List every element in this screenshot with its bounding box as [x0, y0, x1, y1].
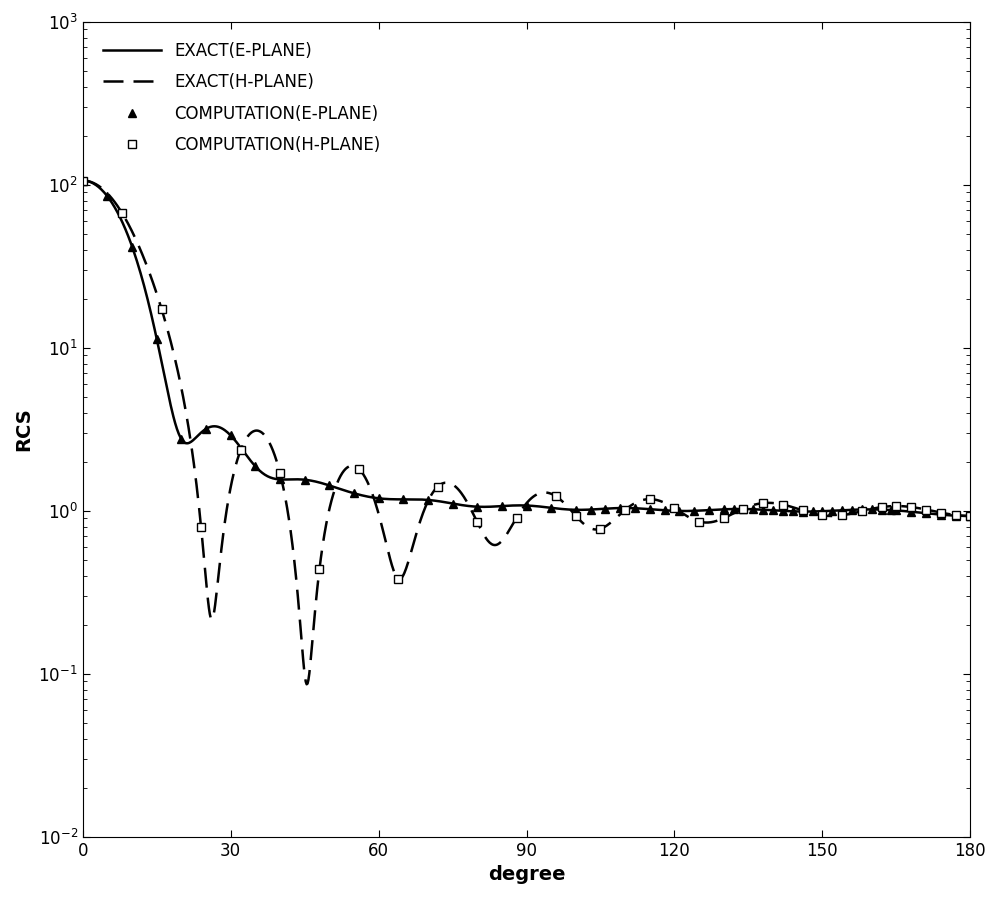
X-axis label: degree: degree [488, 865, 565, 885]
COMPUTATION(H-PLANE) [876, 502, 888, 513]
EXACT(H-PLANE) [469, 511, 481, 522]
EXACT(E-PLANE) [785, 506, 797, 516]
COMPUTATION(E-PLANE) [570, 505, 582, 515]
EXACT(H-PLANE) [437, 478, 449, 489]
COMPUTATION(H-PLANE) [644, 494, 656, 505]
COMPUTATION(E-PLANE) [703, 505, 715, 515]
COMPUTATION(E-PLANE) [777, 506, 789, 516]
EXACT(E-PLANE) [769, 505, 781, 515]
COMPUTATION(E-PLANE) [964, 511, 976, 522]
EXACT(E-PLANE) [167, 411, 179, 422]
COMPUTATION(H-PLANE) [432, 481, 444, 492]
EXACT(H-PLANE) [687, 514, 699, 524]
COMPUTATION(H-PLANE) [313, 564, 325, 575]
COMPUTATION(H-PLANE) [392, 573, 404, 584]
EXACT(H-PLANE) [301, 679, 313, 690]
COMPUTATION(H-PLANE) [777, 499, 789, 510]
COMPUTATION(H-PLANE) [693, 516, 705, 527]
COMPUTATION(H-PLANE) [668, 503, 680, 514]
COMPUTATION(H-PLANE) [816, 510, 828, 521]
COMPUTATION(H-PLANE) [797, 505, 809, 515]
COMPUTATION(H-PLANE) [195, 522, 207, 533]
EXACT(H-PLANE) [770, 497, 782, 508]
EXACT(H-PLANE) [77, 175, 89, 186]
COMPUTATION(H-PLANE) [935, 507, 947, 518]
COMPUTATION(H-PLANE) [964, 511, 976, 522]
EXACT(E-PLANE) [686, 506, 698, 516]
COMPUTATION(E-PLANE) [728, 504, 740, 515]
COMPUTATION(H-PLANE) [77, 175, 89, 186]
EXACT(E-PLANE) [436, 497, 448, 507]
COMPUTATION(H-PLANE) [570, 510, 582, 521]
COMPUTATION(H-PLANE) [471, 516, 483, 527]
COMPUTATION(H-PLANE) [235, 445, 247, 456]
Legend: EXACT(E-PLANE), EXACT(H-PLANE), COMPUTATION(E-PLANE), COMPUTATION(H-PLANE): EXACT(E-PLANE), EXACT(H-PLANE), COMPUTAT… [96, 35, 387, 161]
COMPUTATION(H-PLANE) [550, 491, 562, 502]
Line: COMPUTATION(H-PLANE): COMPUTATION(H-PLANE) [79, 176, 974, 583]
COMPUTATION(H-PLANE) [116, 207, 128, 218]
COMPUTATION(H-PLANE) [594, 524, 606, 534]
EXACT(E-PLANE) [468, 501, 480, 512]
EXACT(H-PLANE) [786, 501, 798, 512]
COMPUTATION(H-PLANE) [856, 506, 868, 516]
EXACT(E-PLANE) [964, 511, 976, 522]
COMPUTATION(E-PLANE) [299, 474, 311, 485]
COMPUTATION(E-PLANE) [737, 504, 749, 515]
COMPUTATION(H-PLANE) [890, 501, 902, 512]
EXACT(H-PLANE) [167, 347, 179, 357]
COMPUTATION(H-PLANE) [905, 502, 917, 513]
EXACT(H-PLANE) [964, 511, 976, 522]
COMPUTATION(H-PLANE) [619, 505, 631, 515]
COMPUTATION(H-PLANE) [737, 503, 749, 514]
COMPUTATION(H-PLANE) [274, 468, 286, 479]
EXACT(E-PLANE) [77, 175, 89, 186]
COMPUTATION(E-PLANE) [77, 175, 89, 186]
COMPUTATION(H-PLANE) [836, 510, 848, 521]
COMPUTATION(H-PLANE) [156, 304, 168, 314]
COMPUTATION(H-PLANE) [511, 512, 523, 523]
Line: EXACT(H-PLANE): EXACT(H-PLANE) [83, 180, 970, 684]
Line: COMPUTATION(E-PLANE): COMPUTATION(E-PLANE) [79, 176, 974, 520]
COMPUTATION(H-PLANE) [353, 463, 365, 474]
Line: EXACT(E-PLANE): EXACT(E-PLANE) [83, 180, 970, 516]
COMPUTATION(H-PLANE) [920, 504, 932, 515]
Y-axis label: RCS: RCS [14, 408, 33, 451]
COMPUTATION(H-PLANE) [950, 510, 962, 521]
COMPUTATION(H-PLANE) [718, 513, 730, 524]
COMPUTATION(H-PLANE) [757, 497, 769, 508]
